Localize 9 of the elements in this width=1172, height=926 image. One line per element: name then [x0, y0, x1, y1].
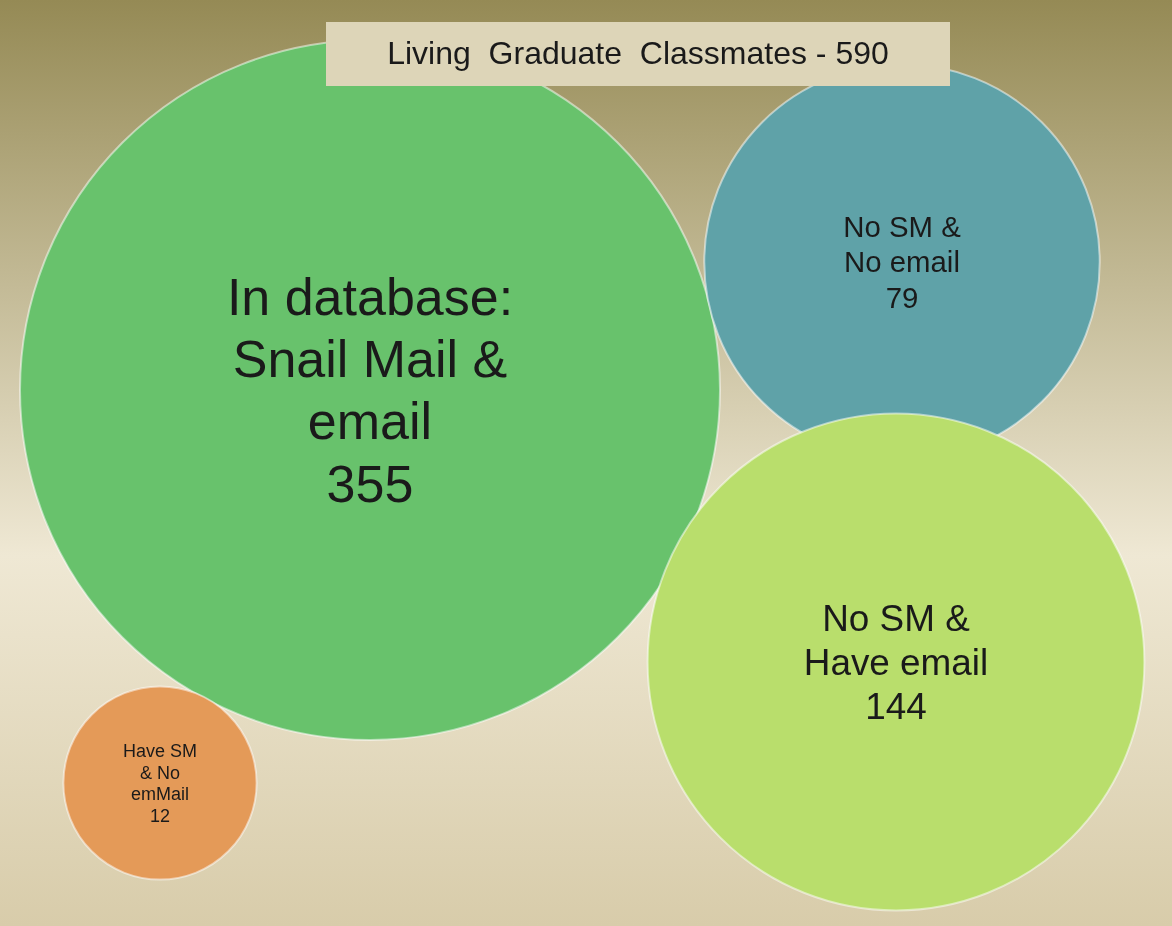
- category-label: No SM & No email: [843, 210, 962, 279]
- data-label: 12: [149, 805, 171, 826]
- category-label: Have SM & No emMail: [122, 740, 198, 805]
- data-label: 355: [326, 454, 414, 513]
- data-label: 144: [865, 686, 927, 728]
- text: Living Graduate Classmates - 590: [387, 35, 889, 71]
- category-label: No SM & Have email: [803, 597, 989, 683]
- category-label: In database: Snail Mail & email: [226, 267, 514, 451]
- data-label: 79: [885, 280, 919, 314]
